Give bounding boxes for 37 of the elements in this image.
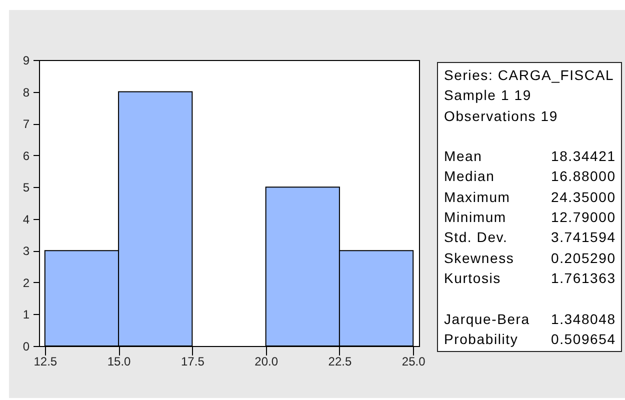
text: Median: [444, 167, 496, 186]
x-tick-label: 20.0: [254, 354, 278, 368]
text: 24.35000: [551, 188, 617, 207]
x-tick-label: 25.0: [402, 354, 426, 368]
text: 16.88000: [551, 167, 617, 186]
text: Minimum: [444, 208, 508, 228]
y-tick-label: 4: [22, 212, 30, 226]
y-tick-label: 0: [22, 340, 30, 354]
y-tick-label: 1: [22, 308, 30, 322]
text: Sample 1 19: [444, 86, 532, 106]
text: 0.509654: [551, 330, 617, 349]
text: Skewness: [444, 248, 516, 268]
x-tick-label: 15.0: [107, 354, 132, 368]
text: Maximum: [444, 188, 512, 207]
text: Std. Dev.: [444, 228, 509, 248]
text: 0.205290: [551, 248, 617, 268]
text: Observations 19: [444, 106, 559, 126]
text: Series: CARGA_FISCAL: [444, 66, 616, 85]
x-tick-label: 12.5: [34, 354, 58, 368]
y-tick-label: 2: [22, 276, 30, 290]
text: Jarque-Bera: [444, 310, 531, 329]
text: 18.34421: [551, 147, 617, 166]
y-tick-label: 7: [22, 117, 30, 132]
text: Mean: [444, 147, 484, 166]
y-tick-label: 6: [22, 148, 30, 163]
text: 1.761363: [551, 268, 617, 288]
y-tick-label: 5: [22, 180, 30, 195]
y-tick-label: 3: [22, 244, 30, 258]
y-tick-label: 8: [22, 85, 30, 100]
x-tick-label: 17.5: [181, 354, 205, 368]
text: 12.79000: [551, 208, 617, 228]
text: 3.741594: [551, 228, 617, 248]
x-tick-label: 22.5: [328, 354, 352, 368]
text: Kurtosis: [444, 268, 502, 288]
text: Probability: [444, 330, 520, 349]
y-tick-label: 9: [22, 54, 30, 68]
text: 1.348048: [551, 310, 617, 329]
